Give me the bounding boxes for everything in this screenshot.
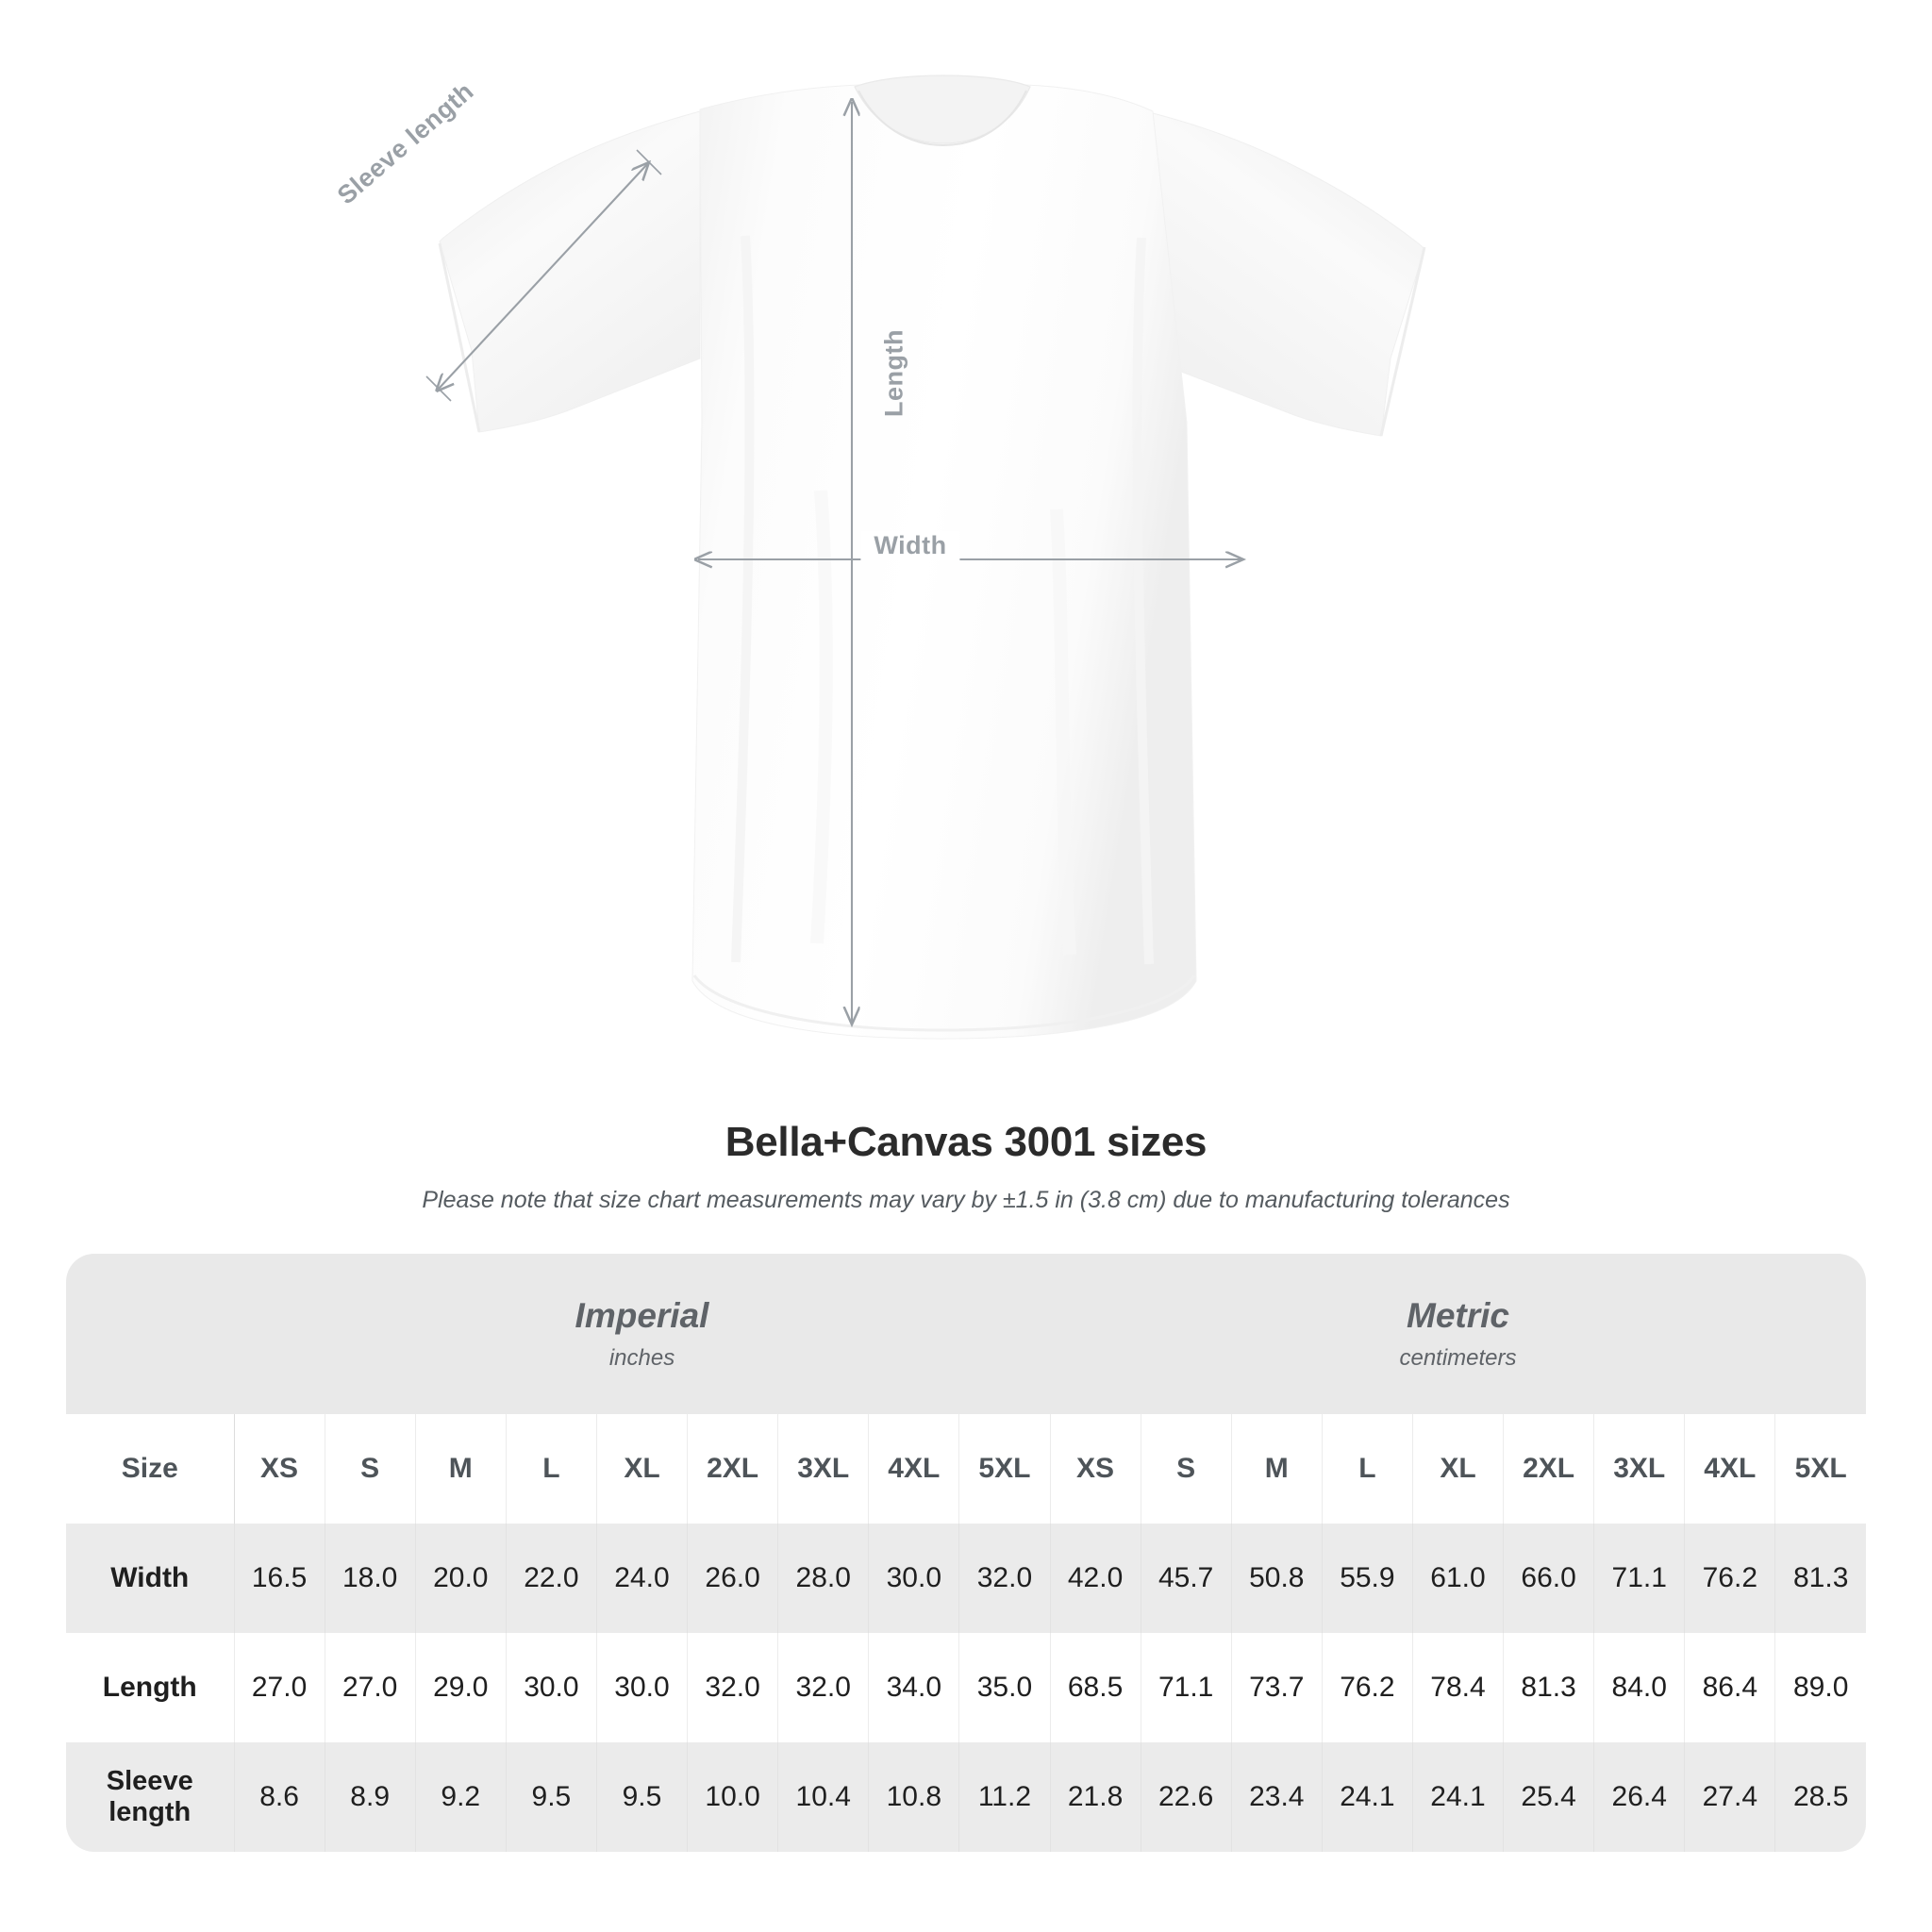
size-header-cell: 3XL: [777, 1414, 870, 1524]
table-cell: 71.1: [1141, 1633, 1232, 1742]
table-cell: 25.4: [1503, 1742, 1595, 1852]
table-cell: 66.0: [1503, 1524, 1595, 1633]
size-header-cell: M: [1231, 1414, 1323, 1524]
table-cell: 81.3: [1774, 1524, 1866, 1633]
table-cell: 42.0: [1049, 1524, 1141, 1633]
table-cell: 30.0: [596, 1633, 689, 1742]
table-cell: 34.0: [868, 1633, 960, 1742]
title-block: Bella+Canvas 3001 sizes Please note that…: [0, 1113, 1932, 1214]
table-cell: 27.4: [1684, 1742, 1776, 1852]
unit-group-metric-name: Metric: [1407, 1295, 1509, 1335]
table-cell: 32.0: [687, 1633, 779, 1742]
table-cell: 10.0: [687, 1742, 779, 1852]
size-header-row: Size XS S M L XL 2XL 3XL 4XL 5XL XS S M L XL 2XL 3XL 4XL 5…: [66, 1414, 1866, 1524]
table-cell: 29.0: [415, 1633, 507, 1742]
unit-band-spacer: [66, 1254, 234, 1414]
table-cell: 71.1: [1593, 1524, 1686, 1633]
table-cell: 26.0: [687, 1524, 779, 1633]
table-cell: 27.0: [325, 1633, 416, 1742]
size-header-cell: 5XL: [1774, 1414, 1866, 1524]
table-row: Sleeve length 8.6 8.9 9.2 9.5 9.5 10.0 10.4 10.8…: [66, 1742, 1866, 1852]
table-cell: 23.4: [1231, 1742, 1323, 1852]
table-cell: 61.0: [1412, 1524, 1505, 1633]
table-cell: 76.2: [1684, 1524, 1776, 1633]
size-header-cell: L: [506, 1414, 597, 1524]
size-header-cell: S: [1141, 1414, 1232, 1524]
table-cell: 84.0: [1593, 1633, 1686, 1742]
size-header-cell: XL: [596, 1414, 689, 1524]
table-cell: 32.0: [777, 1633, 870, 1742]
table-cell: 78.4: [1412, 1633, 1505, 1742]
size-header-cell: M: [415, 1414, 507, 1524]
tshirt-diagram: Sleeve length Length Width: [331, 75, 1426, 1040]
row-label: Length: [66, 1633, 235, 1742]
table-cell: 81.3: [1503, 1633, 1595, 1742]
table-cell: 10.8: [868, 1742, 960, 1852]
table-cell: 20.0: [415, 1524, 507, 1633]
table-cell: 16.5: [233, 1524, 325, 1633]
table-cell: 9.5: [506, 1742, 597, 1852]
table-cell: 28.5: [1774, 1742, 1866, 1852]
table-cell: 24.1: [1412, 1742, 1505, 1852]
unit-group-header-row: Imperial inches Metric centimeters: [66, 1254, 1866, 1414]
size-table-container: Imperial inches Metric centimeters Size X…: [0, 1214, 1932, 1852]
table-cell: 89.0: [1774, 1633, 1866, 1742]
sleeve-length-dimension-arrow: [425, 149, 662, 402]
table-cell: 22.6: [1141, 1742, 1232, 1852]
table-cell: 8.6: [233, 1742, 325, 1852]
table-cell: 26.4: [1593, 1742, 1686, 1852]
table-cell: 45.7: [1141, 1524, 1232, 1633]
table-cell: 30.0: [506, 1633, 597, 1742]
table-cell: 32.0: [958, 1524, 1051, 1633]
size-header-cell: 5XL: [958, 1414, 1051, 1524]
size-header-cell: XS: [233, 1414, 325, 1524]
size-header-cell: S: [325, 1414, 416, 1524]
row-label: Sleeve length: [66, 1742, 235, 1852]
unit-group-imperial-name: Imperial: [575, 1295, 709, 1335]
size-header-cell: 2XL: [1503, 1414, 1595, 1524]
table-cell: 21.8: [1049, 1742, 1141, 1852]
table-cell: 30.0: [868, 1524, 960, 1633]
size-header-cell: XS: [1049, 1414, 1141, 1524]
table-cell: 86.4: [1684, 1633, 1776, 1742]
table-cell: 50.8: [1231, 1524, 1323, 1633]
size-header-cell: 3XL: [1593, 1414, 1686, 1524]
row-label: Width: [66, 1524, 235, 1633]
table-cell: 24.1: [1322, 1742, 1413, 1852]
size-header-cell: L: [1322, 1414, 1413, 1524]
size-row-label: Size: [66, 1414, 235, 1524]
unit-group-imperial-sub: inches: [608, 1345, 675, 1372]
table-cell: 55.9: [1322, 1524, 1413, 1633]
table-cell: 22.0: [506, 1524, 597, 1633]
unit-group-metric-sub: centimeters: [1399, 1345, 1517, 1372]
size-header-cell: 2XL: [687, 1414, 779, 1524]
length-label: Length: [879, 329, 908, 417]
unit-group-metric: Metric centimeters: [1050, 1254, 1866, 1414]
table-cell: 35.0: [958, 1633, 1051, 1742]
table-row: Width 16.5 18.0 20.0 22.0 24.0 26.0 28.0 30.0 32.…: [66, 1524, 1866, 1633]
table-cell: 9.2: [415, 1742, 507, 1852]
page-title: Bella+Canvas 3001 sizes: [724, 1119, 1208, 1165]
table-cell: 76.2: [1322, 1633, 1413, 1742]
table-cell: 10.4: [777, 1742, 870, 1852]
table-cell: 28.0: [777, 1524, 870, 1633]
table-cell: 9.5: [596, 1742, 689, 1852]
size-chart-table: Imperial inches Metric centimeters Size X…: [66, 1254, 1866, 1852]
table-row: Length 27.0 27.0 29.0 30.0 30.0 32.0 32.0 34.0 35…: [66, 1633, 1866, 1742]
table-cell: 73.7: [1231, 1633, 1323, 1742]
size-header-cell: 4XL: [868, 1414, 960, 1524]
tolerance-note: Please note that size chart measurements…: [422, 1187, 1510, 1213]
table-cell: 27.0: [233, 1633, 325, 1742]
table-cell: 68.5: [1049, 1633, 1141, 1742]
width-label: Width: [860, 531, 960, 560]
table-cell: 11.2: [958, 1742, 1051, 1852]
table-cell: 18.0: [325, 1524, 416, 1633]
table-cell: 24.0: [596, 1524, 689, 1633]
tshirt-illustration: [425, 75, 1426, 1040]
size-header-cell: 4XL: [1684, 1414, 1776, 1524]
size-header-cell: XL: [1412, 1414, 1505, 1524]
table-cell: 8.9: [325, 1742, 416, 1852]
unit-group-imperial: Imperial inches: [234, 1254, 1050, 1414]
